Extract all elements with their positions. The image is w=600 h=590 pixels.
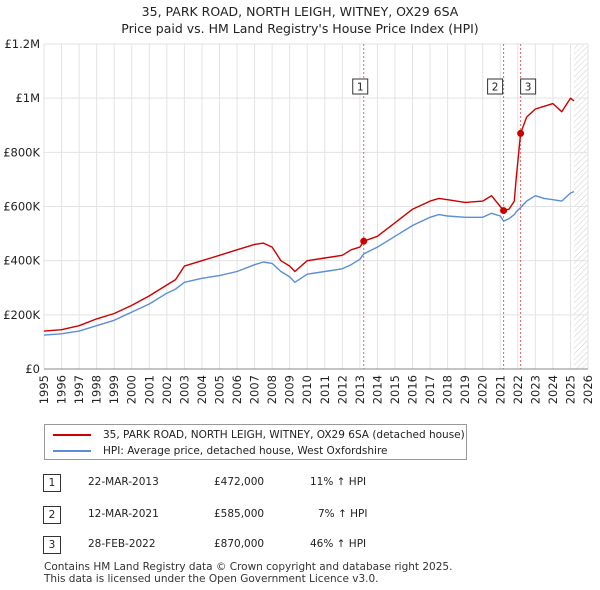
x-tick-label: 1995 — [37, 375, 51, 404]
sale-point — [500, 207, 508, 215]
x-tick-label: 2004 — [195, 375, 209, 404]
x-tick-label: 1999 — [107, 375, 121, 404]
chart-subtitle: Price paid vs. HM Land Registry's House … — [121, 21, 479, 36]
transaction-hpi: 46% ↑ HPI — [310, 538, 367, 550]
sale-badge-label: 1 — [357, 82, 364, 94]
sale-badge-label: 2 — [492, 82, 499, 94]
x-tick-label: 2024 — [546, 375, 560, 404]
x-tick-label: 2026 — [581, 375, 595, 404]
x-tick-label: 2019 — [458, 375, 472, 404]
transaction-date: 22-MAR-2013 — [88, 476, 159, 488]
sale-badge-box — [520, 78, 537, 95]
x-tick-label: 2005 — [212, 375, 226, 404]
series-line-property — [43, 97, 575, 332]
legend-swatch-property — [53, 434, 91, 436]
legend-item-hpi: HPI: Average price, detached house, West… — [53, 443, 388, 459]
sale-point — [360, 237, 368, 245]
legend: 35, PARK ROAD, NORTH LEIGH, WITNEY, OX29… — [44, 424, 467, 460]
transaction-date: 12-MAR-2021 — [88, 508, 159, 520]
transaction-price: £472,000 — [214, 476, 265, 488]
x-tick-label: 1997 — [72, 375, 86, 404]
transaction-badge: 1 — [43, 474, 61, 492]
sale-badge: 1 — [352, 78, 369, 95]
x-tick-label: 2014 — [370, 375, 384, 404]
y-tick-label: £600K — [3, 200, 40, 214]
sale-point — [517, 129, 525, 137]
transaction-badge: 3 — [43, 536, 61, 554]
transaction-date: 28-FEB-2022 — [88, 538, 156, 550]
sale-badge-box — [352, 78, 369, 95]
x-tick-label: 2013 — [353, 375, 367, 404]
y-tick-label: £200K — [3, 308, 40, 322]
series-line-hpi — [43, 190, 575, 336]
x-tick-label: 2008 — [265, 375, 279, 404]
x-tick-label: 2018 — [441, 375, 455, 404]
x-tick-label: 2000 — [125, 375, 139, 404]
y-tick-label: £400K — [3, 254, 40, 268]
sale-badge: 3 — [520, 78, 537, 95]
x-tick-label: 2003 — [177, 375, 191, 404]
x-tick-label: 2023 — [528, 375, 542, 404]
x-tick-label: 2016 — [406, 375, 420, 404]
x-tick-label: 1998 — [90, 375, 104, 404]
x-tick-label: 2009 — [283, 375, 297, 404]
transaction-badge: 2 — [43, 506, 61, 524]
x-tick-label: 2020 — [476, 375, 490, 404]
transaction-price: £870,000 — [214, 538, 265, 550]
sale-badge-label: 3 — [525, 82, 532, 94]
sale-badge: 2 — [487, 78, 504, 95]
x-tick-label: 1996 — [55, 375, 69, 404]
x-tick-label: 2002 — [160, 375, 174, 404]
x-tick-label: 2010 — [300, 375, 314, 404]
footer-copyright: Contains HM Land Registry data © Crown c… — [44, 561, 453, 573]
x-tick-label: 2012 — [335, 375, 349, 404]
x-tick-label: 2015 — [388, 375, 402, 404]
footer-license: This data is licensed under the Open Gov… — [44, 573, 379, 585]
legend-swatch-hpi — [53, 450, 91, 452]
y-tick-label: £800K — [3, 145, 40, 159]
transaction-price: £585,000 — [214, 508, 265, 520]
transaction-hpi: 11% ↑ HPI — [310, 476, 367, 488]
x-tick-label: 2011 — [318, 375, 332, 404]
x-tick-label: 2022 — [511, 375, 525, 404]
legend-item-property: 35, PARK ROAD, NORTH LEIGH, WITNEY, OX29… — [53, 427, 465, 443]
chart-title: 35, PARK ROAD, NORTH LEIGH, WITNEY, OX29… — [141, 4, 459, 19]
legend-label-hpi: HPI: Average price, detached house, West… — [103, 445, 388, 457]
x-tick-label: 2025 — [563, 375, 577, 404]
transaction-hpi: 7% ↑ HPI — [318, 508, 368, 520]
sale-badge-box — [487, 78, 504, 95]
x-tick-label: 2021 — [493, 375, 507, 404]
y-tick-label: £0 — [25, 362, 40, 376]
x-tick-label: 2017 — [423, 375, 437, 404]
legend-label-property: 35, PARK ROAD, NORTH LEIGH, WITNEY, OX29… — [103, 429, 465, 441]
x-tick-label: 2007 — [248, 375, 262, 404]
x-tick-label: 2006 — [230, 375, 244, 404]
y-tick-label: £1.2M — [4, 37, 40, 51]
x-tick-label: 2001 — [142, 375, 156, 404]
y-tick-label: £1M — [15, 91, 40, 105]
